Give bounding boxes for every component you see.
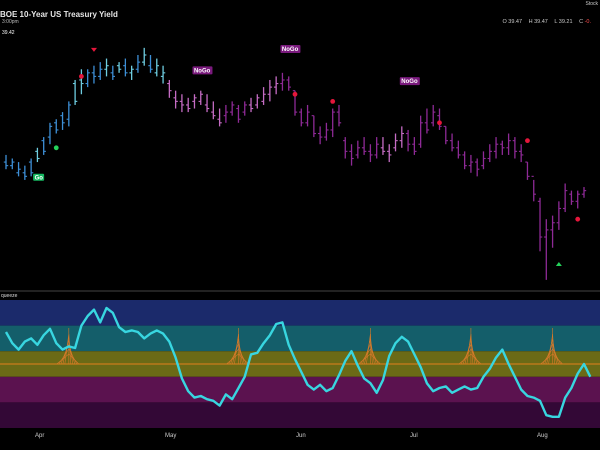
nogo-dot xyxy=(437,120,442,126)
ohlc-change: -0. xyxy=(584,19,591,25)
nogo-dot xyxy=(330,98,336,104)
ohlc-high-label: H xyxy=(528,19,533,25)
ohlc-open-label: O xyxy=(502,19,507,25)
chart-title: BOE 10-Year US Treasury Yield xyxy=(0,10,118,19)
go-dot xyxy=(53,145,59,151)
go-badge xyxy=(33,173,45,181)
nogo-dot xyxy=(575,216,581,222)
x-tick-apr: Apr xyxy=(35,433,45,439)
ohlc-close-label: C xyxy=(579,19,584,25)
lower-pane-label: queeze xyxy=(1,293,18,299)
brand-mark: Stock xyxy=(585,1,598,7)
down-triangle xyxy=(90,47,97,52)
osc-band xyxy=(0,325,600,352)
price-tag: 39.42 xyxy=(2,30,15,36)
up-triangle xyxy=(555,262,562,267)
ohlc-open: 39.47 xyxy=(508,19,523,25)
ohlc-low-label: L xyxy=(554,19,558,25)
chart-subtitle: 3:00pm xyxy=(2,19,19,25)
nogo-badge-label: NoGo xyxy=(194,68,211,74)
nogo-badge-label: NoGo xyxy=(401,79,418,85)
osc-band xyxy=(0,376,600,403)
x-tick-may: May xyxy=(165,433,177,439)
osc-band xyxy=(0,402,600,428)
go-badge-label: Go xyxy=(35,175,44,181)
ohlc-readout: O 39.47 H 39.47 L 39.21 C -0. xyxy=(502,19,596,25)
nogo-dot xyxy=(292,91,298,97)
ohlc-low: 39.21 xyxy=(558,19,573,25)
nogo-badge xyxy=(280,44,301,53)
nogo-badge-label: NoGo xyxy=(282,47,299,53)
x-tick-jun: Jun xyxy=(296,433,306,439)
nogo-badge xyxy=(399,77,420,86)
osc-line xyxy=(4,306,592,418)
x-tick-jul: Jul xyxy=(410,433,418,439)
nogo-dot xyxy=(78,74,84,79)
nogo-dot xyxy=(525,138,530,144)
ohlc-high: 39.47 xyxy=(534,19,548,25)
x-tick-aug: Aug xyxy=(537,433,548,439)
nogo-badge xyxy=(192,66,213,75)
